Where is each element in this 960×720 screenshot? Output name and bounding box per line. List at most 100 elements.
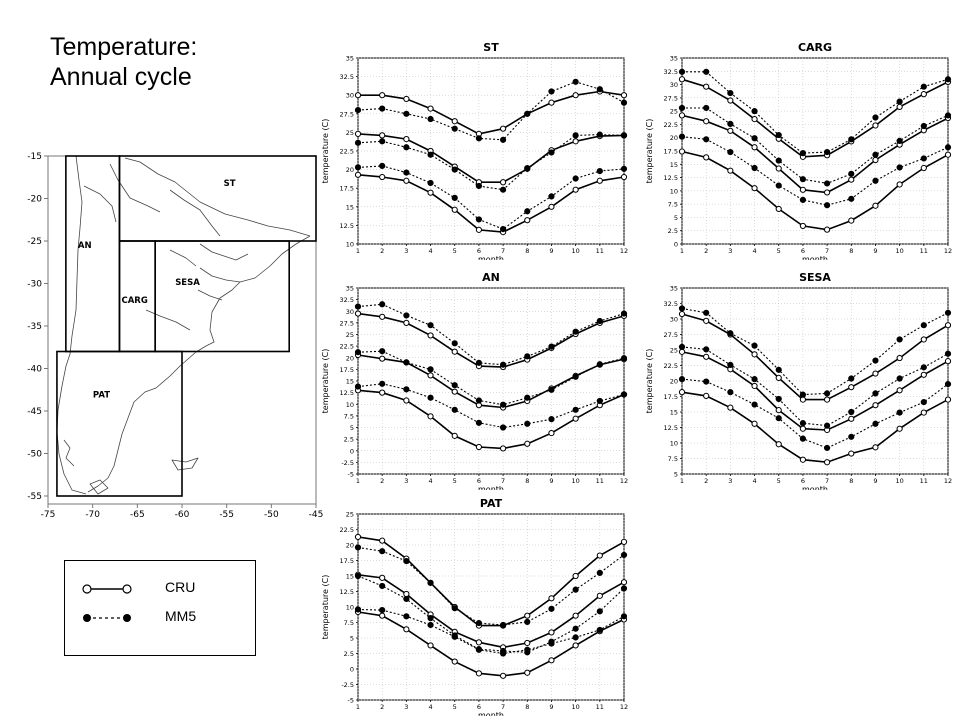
data-point-mm5 <box>751 342 758 349</box>
data-point-mm5 <box>379 380 386 387</box>
data-point-mm5 <box>799 435 807 442</box>
data-point-mm5 <box>403 558 410 565</box>
y-tick-label: 30 <box>346 92 354 100</box>
y-axis-label: temperature (C) <box>645 119 654 184</box>
data-point-mm5 <box>427 579 434 586</box>
x-tick-label: 11 <box>920 477 928 485</box>
data-point-cru <box>775 374 782 382</box>
data-point-mm5 <box>823 422 831 429</box>
y-tick-label: 20 <box>670 378 678 386</box>
legend-symbols <box>82 584 132 622</box>
data-point-cru <box>524 440 531 447</box>
x-tick-label: 10 <box>571 477 579 485</box>
y-tick-label: 25 <box>346 331 354 339</box>
chart-carg: CARG02.557.51012.51517.52022.52527.53032… <box>645 41 952 260</box>
slide-title-line2: Annual cycle <box>50 63 192 91</box>
x-tick-label: 11 <box>920 247 928 255</box>
y-tick-label: 15 <box>346 573 354 581</box>
data-point-cru <box>596 592 603 599</box>
series-line-mm5 <box>681 378 949 449</box>
region-label-sesa: SESA <box>175 278 200 288</box>
y-tick-label: 15 <box>670 161 678 169</box>
x-tick-label: 9 <box>549 247 553 255</box>
data-point-mm5 <box>572 373 579 380</box>
data-point-mm5 <box>427 615 434 622</box>
lat-tick-label: -50 <box>27 450 42 460</box>
data-point-mm5 <box>403 359 410 366</box>
data-point-mm5 <box>920 83 927 90</box>
coastline-outline <box>56 155 311 495</box>
data-point-mm5 <box>499 401 507 408</box>
data-point-cru <box>872 370 879 377</box>
y-tick-label: 15 <box>346 378 354 386</box>
data-point-mm5 <box>872 177 879 184</box>
data-point-cru <box>896 181 903 188</box>
x-tick-label: 12 <box>620 247 628 255</box>
x-tick-label: 11 <box>596 703 604 711</box>
data-point-cru <box>403 135 410 143</box>
data-point-mm5 <box>896 137 903 145</box>
data-point-cru <box>427 105 434 112</box>
data-point-mm5 <box>775 366 782 373</box>
y-tick-label: 2.5 <box>344 650 354 658</box>
data-point-mm5 <box>572 328 579 335</box>
data-point-cru <box>524 612 531 619</box>
data-point-mm5 <box>727 120 734 127</box>
data-point-cru <box>475 639 483 646</box>
lon-tick-label: -70 <box>85 510 100 520</box>
data-point-mm5 <box>823 390 831 397</box>
data-point-cru <box>354 130 362 137</box>
y-tick-label: -5 <box>348 471 354 479</box>
data-point-mm5 <box>379 105 386 112</box>
data-point-cru <box>751 185 758 192</box>
data-point-mm5 <box>678 343 686 351</box>
y-tick-label: 12.5 <box>664 424 678 432</box>
data-point-cru <box>403 95 410 103</box>
data-point-mm5 <box>799 420 807 427</box>
data-point-mm5 <box>427 322 434 329</box>
series-line-mm5 <box>357 575 625 653</box>
data-point-mm5 <box>799 391 807 398</box>
legend-label-mm5: MM5 <box>165 608 197 624</box>
data-point-mm5 <box>427 366 434 373</box>
chart-sesa: SESA57.51012.51517.52022.52527.53032.535… <box>645 271 952 490</box>
data-point-mm5 <box>548 605 555 612</box>
data-point-mm5 <box>451 406 458 413</box>
data-point-cru <box>379 389 386 396</box>
legend-mm5-marker <box>83 614 91 622</box>
data-point-mm5 <box>620 551 628 559</box>
y-tick-label: 17.5 <box>340 557 354 565</box>
data-point-cru <box>499 445 507 452</box>
x-tick-label: 9 <box>549 477 553 485</box>
data-point-cru <box>678 76 686 83</box>
data-point-cru <box>403 177 410 184</box>
x-tick-label: 9 <box>873 477 877 485</box>
data-point-mm5 <box>548 386 555 393</box>
data-point-mm5 <box>379 548 386 555</box>
data-point-mm5 <box>379 162 386 169</box>
region-map: ST AN CARG SESA PAT -15 -20 -25 -30 -35 -40 -45 -50… <box>27 152 323 520</box>
x-tick-label: 6 <box>477 477 481 485</box>
legend-cru-marker <box>82 584 92 594</box>
data-point-cru <box>799 222 807 230</box>
data-point-mm5 <box>379 138 386 145</box>
x-tick-label: 3 <box>404 247 408 255</box>
data-point-cru <box>620 173 628 181</box>
data-point-mm5 <box>727 89 734 97</box>
x-tick-label: 10 <box>571 703 579 711</box>
data-point-cru <box>524 217 531 224</box>
data-point-cru <box>379 173 386 181</box>
y-tick-label: -2.5 <box>341 681 354 689</box>
data-point-cru <box>823 189 831 196</box>
lat-tick-label: -25 <box>27 237 42 247</box>
y-tick-label: 17.5 <box>664 148 678 156</box>
data-point-mm5 <box>451 633 458 640</box>
data-point-mm5 <box>379 301 386 308</box>
data-point-cru <box>848 415 855 422</box>
data-point-cru <box>703 118 710 125</box>
data-point-cru <box>572 138 579 145</box>
data-point-mm5 <box>896 164 903 171</box>
data-point-cru <box>499 179 507 186</box>
y-tick-label: 25 <box>346 511 354 519</box>
